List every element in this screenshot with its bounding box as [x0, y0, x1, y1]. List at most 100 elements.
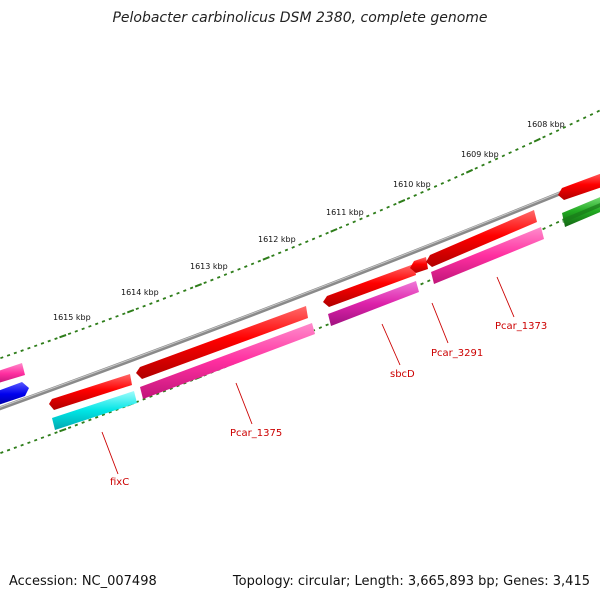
- gene-feature-Pcar_3291[interactable]: [410, 257, 428, 273]
- outer-tick: [250, 262, 255, 266]
- inner-tick: [27, 441, 31, 445]
- outer-tick: [244, 265, 248, 268]
- inner-tick: [427, 279, 431, 283]
- inner-tick: [108, 410, 112, 414]
- outer-scale-ticks: [0, 109, 600, 360]
- outer-tick: [508, 151, 512, 155]
- outer-tick: [379, 208, 384, 212]
- outer-tick: [338, 226, 343, 229]
- genome-summary-text: Topology: circular; Length: 3,665,893 bp…: [232, 574, 590, 589]
- inner-tick: [549, 224, 553, 227]
- outer-tick: [33, 344, 38, 348]
- outer-tick: [126, 309, 135, 314]
- outer-tick: [474, 166, 478, 170]
- outer-tick: [262, 256, 270, 261]
- outer-tick: [88, 324, 92, 328]
- gene-feature-green[interactable]: [562, 195, 600, 227]
- outer-tick: [169, 294, 173, 298]
- outer-tick: [291, 245, 295, 249]
- inner-tick: [325, 323, 329, 327]
- outer-tick: [427, 187, 431, 191]
- outer-tick: [271, 254, 275, 258]
- inner-tick: [101, 413, 106, 417]
- inner-tick: [176, 384, 180, 388]
- gene-feature-plus-3[interactable]: [323, 264, 416, 307]
- gene-feature-plus-2[interactable]: [136, 306, 308, 379]
- outer-tick: [562, 125, 567, 129]
- scale-label-1608: 1608 kbp: [527, 120, 565, 129]
- outer-tick: [447, 178, 451, 182]
- scale-label-1609: 1609 kbp: [461, 150, 499, 159]
- inner-tick: [74, 423, 79, 427]
- inner-tick: [555, 220, 560, 224]
- outer-tick: [237, 267, 241, 271]
- outer-tick: [406, 196, 411, 200]
- gene-feature-sbcD[interactable]: [328, 281, 419, 326]
- outer-tick: [352, 220, 356, 224]
- map-title: Pelobacter carbinolicus DSM 2380, comple…: [112, 10, 488, 26]
- outer-tick: [203, 281, 207, 285]
- outer-tick: [533, 137, 541, 143]
- outer-tick: [488, 160, 492, 164]
- outer-tick: [501, 154, 506, 158]
- outer-tick: [555, 129, 560, 133]
- inner-tick: [67, 426, 72, 429]
- inner-tick: [59, 427, 67, 433]
- outer-tick: [515, 148, 519, 152]
- inner-tick: [47, 433, 51, 437]
- inner-tick: [33, 438, 38, 442]
- gene-feature-left-blue[interactable]: [0, 382, 29, 406]
- outer-tick: [155, 299, 160, 303]
- outer-tick: [305, 240, 309, 244]
- outer-tick: [569, 122, 573, 126]
- plus-strand-features: [0, 172, 600, 410]
- gene-label-sbcD: sbcD: [390, 369, 415, 380]
- outer-tick: [589, 113, 594, 117]
- outer-tick: [582, 116, 587, 120]
- inner-tick: [162, 389, 167, 393]
- outer-tick: [454, 175, 458, 179]
- outer-tick: [366, 214, 370, 218]
- outer-tick: [521, 144, 526, 148]
- scale-label-1610: 1610 kbp: [393, 180, 431, 189]
- outer-tick: [47, 339, 51, 343]
- gene-feature-fixC[interactable]: [52, 391, 137, 430]
- outer-tick: [216, 275, 221, 279]
- genome-backbone: [0, 174, 600, 411]
- outer-tick: [576, 119, 580, 123]
- outer-tick: [115, 314, 119, 318]
- gene-feature-Pcar_1375[interactable]: [140, 323, 315, 399]
- scale-label-1612: 1612 kbp: [258, 235, 296, 244]
- outer-tick: [393, 202, 397, 206]
- gene-feature-plus-5[interactable]: [426, 210, 537, 267]
- inner-tick: [420, 282, 424, 286]
- outer-tick: [330, 228, 338, 233]
- inner-tick: [155, 392, 160, 396]
- outer-tick: [81, 327, 85, 331]
- outer-tick: [183, 289, 187, 292]
- outer-tick: [398, 198, 406, 204]
- outer-tick: [433, 184, 438, 188]
- inner-tick: [169, 387, 173, 390]
- inner-tick: [0, 451, 4, 454]
- inner-tick: [88, 418, 92, 422]
- outer-tick: [108, 317, 112, 321]
- gene-label-fixC: fixC: [110, 477, 129, 488]
- gene-feature-plus-6[interactable]: [558, 172, 600, 200]
- outer-tick: [223, 273, 228, 277]
- gene-feature-plus-1[interactable]: [49, 374, 132, 410]
- outer-tick: [59, 334, 67, 339]
- outer-tick: [162, 297, 167, 300]
- outer-tick: [13, 351, 17, 355]
- outer-tick: [194, 283, 202, 288]
- outer-tick: [6, 353, 11, 357]
- inner-tick: [542, 227, 546, 231]
- outer-tick: [465, 168, 474, 174]
- gene-label-Pcar_3291: Pcar_3291: [431, 348, 483, 359]
- inner-tick: [13, 446, 18, 449]
- gene-feature-Pcar_1373[interactable]: [431, 227, 544, 284]
- gene-feature-left-pink[interactable]: [0, 363, 25, 384]
- outer-tick: [67, 332, 72, 336]
- label-leader-lines: [101, 276, 515, 475]
